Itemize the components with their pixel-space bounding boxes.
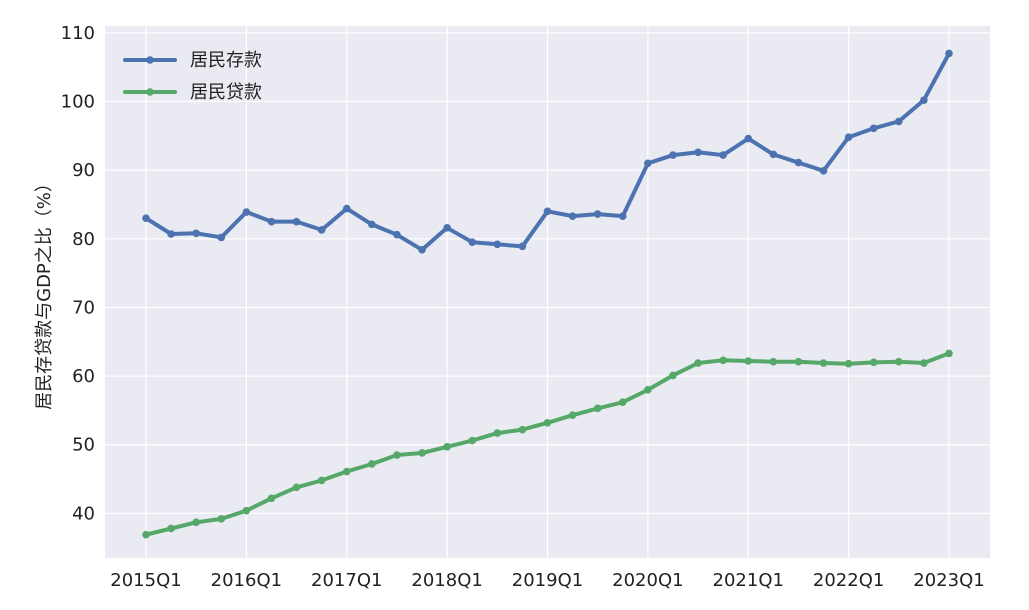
data-point xyxy=(242,208,251,216)
y-axis-label: 居民存贷款与GDP之比（%） xyxy=(34,174,55,410)
data-point xyxy=(292,217,301,226)
data-point xyxy=(217,233,226,242)
data-point xyxy=(769,150,778,159)
series-layer xyxy=(142,49,953,539)
data-point xyxy=(543,207,552,216)
data-point xyxy=(192,229,200,238)
data-point xyxy=(844,133,853,142)
data-point xyxy=(167,524,175,533)
data-point xyxy=(468,436,477,445)
y-tick-label: 60 xyxy=(72,366,95,387)
legend-marker xyxy=(146,56,154,64)
data-point xyxy=(317,226,326,234)
y-tick-label: 50 xyxy=(72,435,95,456)
data-point xyxy=(769,357,778,366)
data-point xyxy=(744,357,753,365)
data-point xyxy=(794,158,803,167)
data-point xyxy=(844,359,853,368)
data-point xyxy=(267,494,276,503)
y-axis-ticks: 40 50 60 70 80 90 100 110 xyxy=(61,23,95,525)
data-point xyxy=(694,359,702,367)
x-axis-ticks: 2015Q1 2016Q1 2017Q1 2018Q1 2019Q1 2020Q1 2021… xyxy=(110,570,984,591)
x-tick-label: 2022Q1 xyxy=(813,570,884,591)
data-point xyxy=(493,240,502,249)
data-point xyxy=(744,134,753,143)
data-point xyxy=(895,357,903,366)
data-point xyxy=(920,96,928,104)
x-tick-label: 2016Q1 xyxy=(211,570,282,591)
data-point xyxy=(192,518,200,527)
data-point xyxy=(342,467,351,476)
y-tick-label: 70 xyxy=(72,297,95,318)
legend-marker xyxy=(146,88,154,96)
legend-item: 居民贷款 xyxy=(123,82,262,103)
data-point xyxy=(869,124,878,133)
series-2 xyxy=(142,349,953,539)
data-point xyxy=(593,404,602,413)
data-point xyxy=(819,167,828,175)
data-point xyxy=(142,214,150,223)
data-point xyxy=(342,204,351,213)
x-tick-label: 2018Q1 xyxy=(411,570,482,591)
data-point xyxy=(443,442,451,451)
data-point xyxy=(869,358,878,367)
data-point xyxy=(142,530,150,539)
legend-item: 居民存款 xyxy=(123,50,262,71)
data-point xyxy=(669,371,677,380)
data-point xyxy=(920,359,928,367)
data-point xyxy=(644,159,652,168)
data-point xyxy=(292,483,301,492)
data-point xyxy=(593,210,602,218)
data-point xyxy=(368,220,376,229)
data-point xyxy=(518,425,527,434)
y-tick-label: 80 xyxy=(72,229,95,250)
x-tick-label: 2021Q1 xyxy=(713,570,784,591)
data-point xyxy=(568,411,577,420)
data-point xyxy=(618,212,627,220)
series-1 xyxy=(142,49,953,254)
data-point xyxy=(393,451,401,459)
legend-label: 居民存款 xyxy=(190,50,262,71)
data-point xyxy=(393,230,401,239)
x-tick-label: 2023Q1 xyxy=(913,570,984,591)
y-tick-label: 40 xyxy=(72,503,95,524)
y-tick-label: 110 xyxy=(61,23,95,44)
data-point xyxy=(518,242,527,251)
data-point xyxy=(694,148,702,157)
data-point xyxy=(568,212,577,220)
x-tick-label: 2015Q1 xyxy=(110,570,181,591)
data-point xyxy=(217,515,226,523)
data-point xyxy=(794,357,803,366)
data-point xyxy=(368,460,376,468)
data-point xyxy=(669,151,677,159)
data-point xyxy=(719,151,727,159)
data-point xyxy=(242,506,251,515)
x-tick-label: 2017Q1 xyxy=(311,570,382,591)
data-point xyxy=(945,349,953,358)
data-point xyxy=(167,230,175,238)
data-point xyxy=(819,359,828,367)
legend-label: 居民贷款 xyxy=(190,82,262,103)
data-point xyxy=(543,418,552,427)
data-point xyxy=(895,117,903,126)
x-tick-label: 2020Q1 xyxy=(612,570,683,591)
data-point xyxy=(418,245,426,254)
data-point xyxy=(644,386,652,394)
data-point xyxy=(945,49,953,58)
data-point xyxy=(719,356,727,365)
data-point xyxy=(267,217,276,226)
data-point xyxy=(418,449,426,457)
data-point xyxy=(493,429,502,437)
x-tick-label: 2019Q1 xyxy=(512,570,583,591)
data-point xyxy=(317,476,326,485)
y-tick-label: 100 xyxy=(61,92,95,113)
y-tick-label: 90 xyxy=(72,160,95,181)
data-point xyxy=(443,224,451,232)
data-point xyxy=(618,398,627,406)
data-point xyxy=(468,238,477,247)
